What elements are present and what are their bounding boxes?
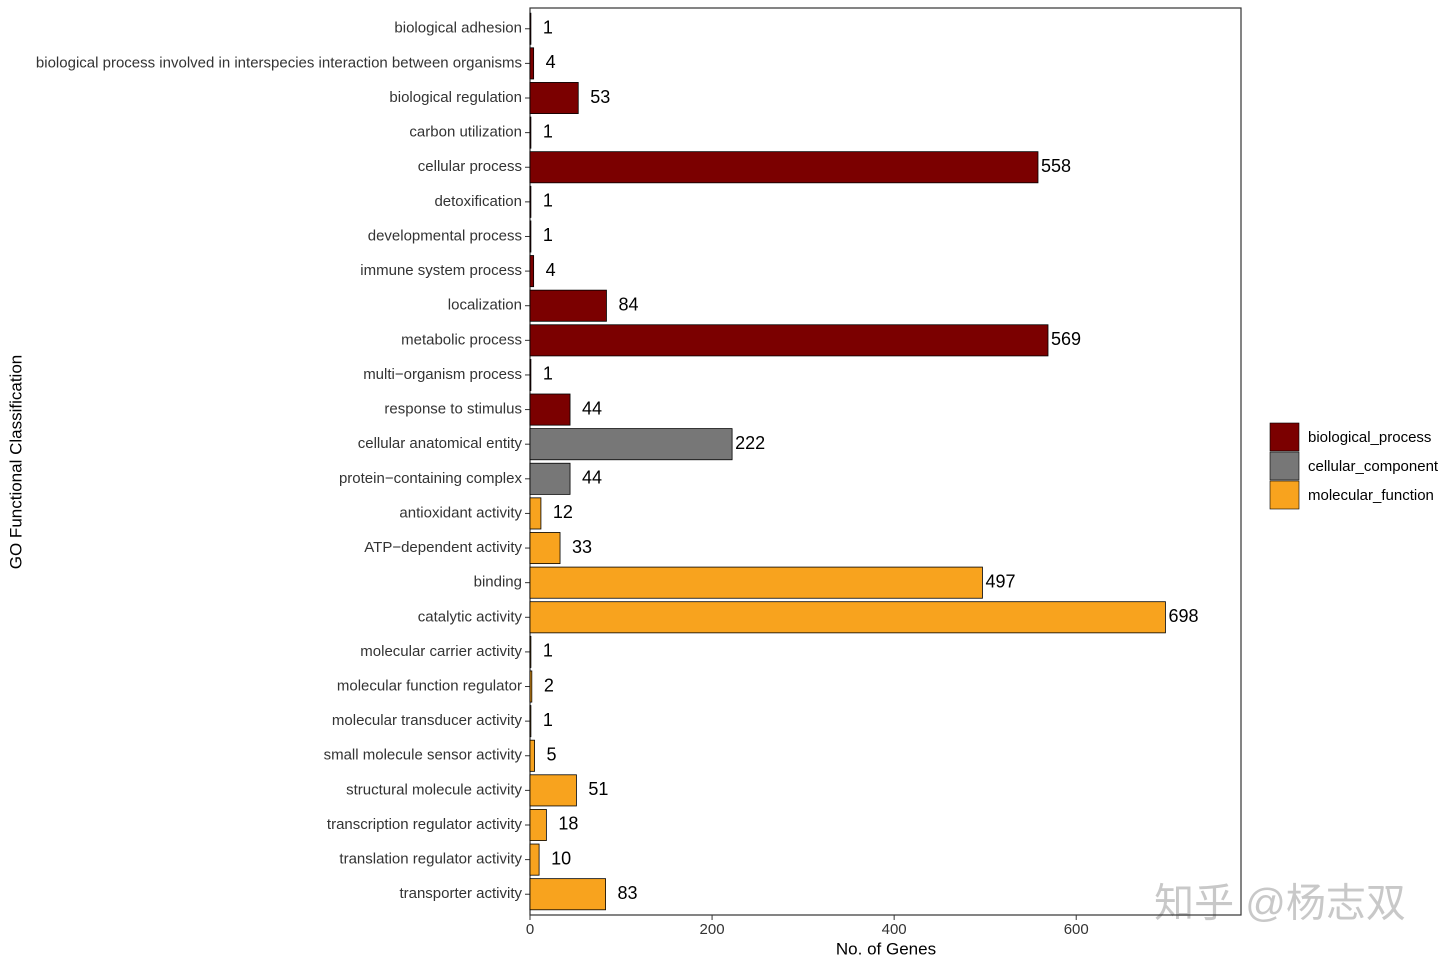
bar	[529, 82, 579, 114]
plot-panel	[529, 7, 1242, 916]
y-tick-label: catalytic activity	[418, 608, 523, 625]
bar	[529, 878, 606, 911]
watermark: 知乎 @杨志双	[1154, 882, 1406, 926]
y-tick-label: antioxidant activity	[399, 504, 522, 521]
bar	[529, 635, 532, 668]
y-tick-label: carbon utilization	[409, 124, 522, 141]
bar	[529, 462, 571, 495]
value-label: 33	[572, 537, 592, 557]
bar	[529, 601, 1166, 634]
value-label: 1	[543, 225, 553, 245]
y-tick-label: developmental process	[368, 227, 522, 244]
x-axis-title: No. of Genes	[836, 939, 936, 958]
y-tick-label: response to stimulus	[384, 401, 522, 418]
value-label: 497	[985, 571, 1015, 591]
y-tick-label: molecular transducer activity	[332, 712, 523, 729]
legend-label: biological_process	[1308, 429, 1431, 446]
bar	[529, 116, 532, 149]
value-label: 18	[558, 814, 578, 834]
bar	[529, 393, 571, 426]
value-label: 44	[582, 398, 602, 418]
bar	[529, 497, 542, 530]
x-tick-label: 400	[882, 921, 907, 938]
bar	[529, 532, 561, 565]
y-tick-label: molecular carrier activity	[360, 643, 522, 660]
y-tick-label: biological adhesion	[394, 20, 522, 37]
x-tick-label: 0	[526, 921, 534, 938]
y-axis-title: GO Functional Classification	[6, 355, 25, 569]
value-label: 4	[546, 260, 556, 280]
value-label: 44	[582, 468, 602, 488]
bar	[529, 843, 540, 876]
bar	[529, 705, 532, 738]
bar	[529, 774, 577, 807]
value-label: 1	[543, 710, 553, 730]
y-tick-label: structural molecule activity	[346, 781, 522, 798]
legend-swatch	[1269, 451, 1300, 481]
bar	[529, 12, 532, 45]
legend-swatch	[1269, 422, 1300, 452]
y-tick-label: translation regulator activity	[339, 851, 522, 868]
y-tick-label: small molecule sensor activity	[324, 747, 523, 764]
bar	[529, 255, 535, 288]
value-label: 12	[553, 502, 573, 522]
value-label: 2	[544, 675, 554, 695]
legend-label: molecular_function	[1308, 487, 1434, 504]
bar	[529, 324, 1049, 357]
value-label: 4	[546, 52, 556, 72]
y-tick-label: protein−containing complex	[339, 470, 523, 487]
x-tick-label: 600	[1064, 921, 1089, 938]
y-tick-label: multi−organism process	[363, 366, 522, 383]
value-label: 84	[618, 294, 638, 314]
y-tick-label: localization	[448, 297, 522, 314]
value-label: 222	[735, 433, 765, 453]
bar	[529, 566, 983, 599]
y-tick-label: binding	[474, 574, 522, 591]
y-tick-label: biological process involved in interspec…	[36, 54, 522, 71]
bar	[529, 358, 532, 391]
value-label: 1	[543, 18, 553, 38]
y-tick-label: cellular process	[418, 158, 522, 175]
bar	[529, 739, 535, 772]
value-label: 51	[588, 779, 608, 799]
value-label: 558	[1041, 156, 1071, 176]
value-label: 569	[1051, 329, 1081, 349]
value-label: 83	[618, 883, 638, 903]
y-tick-label: metabolic process	[401, 331, 522, 348]
bar	[529, 185, 532, 218]
bar	[529, 289, 607, 322]
value-label: 53	[590, 87, 610, 107]
value-label: 698	[1168, 606, 1198, 626]
value-label: 1	[543, 364, 553, 384]
value-label: 1	[543, 121, 553, 141]
x-tick-label: 200	[700, 921, 725, 938]
bar	[529, 47, 535, 80]
value-label: 5	[547, 745, 557, 765]
bar	[529, 220, 532, 253]
value-label: 10	[551, 848, 571, 868]
bar	[529, 151, 1039, 184]
value-label: 1	[543, 191, 553, 211]
y-tick-label: immune system process	[360, 262, 522, 279]
bar	[529, 428, 733, 461]
value-label: 1	[543, 641, 553, 661]
bar	[529, 670, 533, 703]
legend-label: cellular_component	[1308, 458, 1439, 475]
y-tick-label: detoxification	[434, 193, 522, 210]
bar	[529, 809, 547, 841]
y-tick-label: transporter activity	[399, 885, 522, 902]
y-tick-label: molecular function regulator	[337, 677, 522, 694]
y-tick-label: transcription regulator activity	[327, 816, 523, 833]
legend-swatch	[1269, 480, 1300, 510]
y-tick-label: cellular anatomical entity	[358, 435, 523, 452]
y-tick-label: biological regulation	[389, 89, 522, 106]
y-tick-label: ATP−dependent activity	[364, 539, 522, 556]
